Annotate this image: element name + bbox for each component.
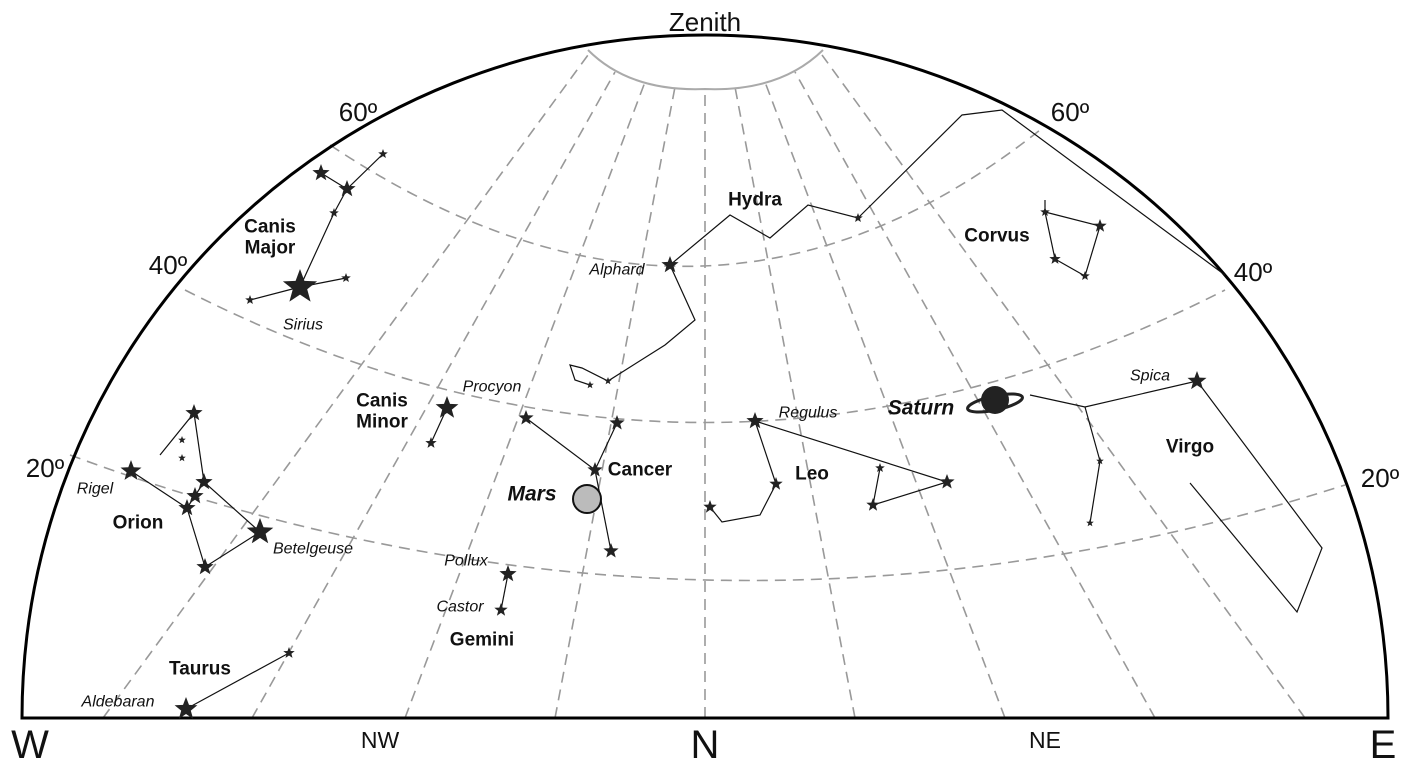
constellation-lines [131, 110, 1322, 709]
altitude-label: 60º [1051, 97, 1090, 127]
altitude-label: 60º [339, 97, 378, 127]
star [587, 462, 602, 477]
constellation-label: Canis [244, 217, 296, 238]
altitude-label: 40º [149, 250, 188, 280]
star-label: Rigel [77, 481, 114, 498]
constellation-label: Orion [113, 513, 164, 534]
direction-label: NE [1029, 727, 1061, 753]
star [604, 377, 612, 384]
star [178, 454, 186, 461]
constellation-label: Gemini [450, 630, 514, 651]
star-label: Spica [1130, 368, 1170, 385]
direction-label: W [11, 723, 49, 767]
star [186, 487, 203, 503]
zenith-label: Zenith [669, 7, 741, 37]
star [746, 412, 763, 428]
star [499, 565, 516, 581]
star-label: Sirius [283, 317, 323, 334]
star [603, 543, 618, 558]
direction-label: E [1370, 723, 1397, 767]
star [312, 164, 329, 180]
constellation-label: Major [245, 238, 296, 259]
star [175, 697, 198, 719]
star [1093, 219, 1106, 232]
saturn [966, 386, 1024, 416]
star [939, 474, 954, 489]
star [1080, 271, 1090, 280]
constellation-label: Cancer [608, 460, 673, 481]
star [185, 404, 202, 420]
star [196, 558, 213, 574]
star [178, 436, 186, 443]
star [341, 273, 351, 282]
star [178, 499, 195, 515]
direction-label: N [691, 723, 720, 767]
planet-label: Mars [507, 483, 556, 506]
star-label: Castor [436, 599, 484, 616]
constellation-label: Minor [356, 412, 408, 433]
constellation-label: Taurus [169, 659, 231, 680]
star [661, 256, 678, 272]
direction-label: NW [361, 727, 400, 753]
sky-map: Zenith 60º 40º 20º 60º 40º 20º W NW N NE… [0, 0, 1416, 767]
star-label: Procyon [463, 379, 522, 396]
star [425, 437, 436, 448]
altitude-label: 20º [1361, 463, 1400, 493]
star-label: Pollux [444, 553, 489, 570]
star [1049, 253, 1060, 264]
constellation-label: Hydra [728, 190, 782, 211]
star-label: Aldebaran [81, 694, 155, 711]
star [769, 477, 782, 490]
planet-label: Saturn [888, 397, 955, 420]
star [329, 208, 339, 217]
constellation-label: Leo [795, 464, 829, 485]
constellation-label: Canis [356, 391, 408, 412]
star-label: Regulus [779, 405, 838, 422]
star [436, 396, 459, 418]
star [1086, 519, 1094, 526]
mars [573, 485, 601, 513]
star-label: Betelgeuse [273, 541, 353, 558]
star [245, 295, 255, 304]
star [283, 269, 317, 302]
constellation-label: Virgo [1166, 437, 1214, 458]
constellation-label: Corvus [964, 226, 1029, 247]
star [866, 498, 879, 511]
star [247, 518, 274, 543]
star [586, 381, 594, 388]
star [283, 647, 294, 658]
star-label: Alphard [588, 262, 645, 279]
altitude-label: 20º [26, 453, 65, 483]
star [494, 603, 507, 616]
star [1188, 371, 1207, 389]
altitude-label: 40º [1234, 257, 1273, 287]
